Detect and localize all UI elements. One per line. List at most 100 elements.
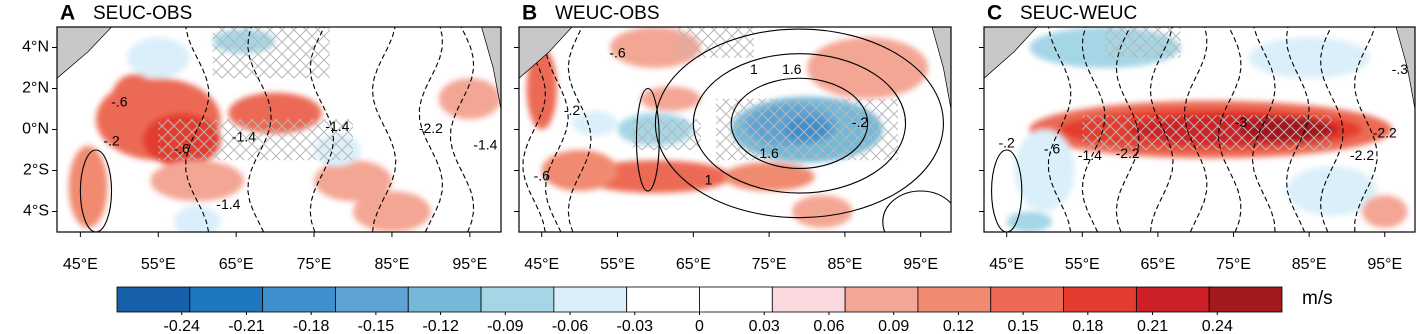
y-tick-label: 4°N bbox=[22, 39, 49, 56]
panel-title: WEUC-OBS bbox=[555, 3, 660, 24]
shade bbox=[791, 195, 853, 228]
colorbar-tick-label: 0.09 bbox=[878, 318, 909, 334]
colorbar-box bbox=[771, 286, 846, 313]
x-tick-label: 85°E bbox=[1292, 256, 1327, 273]
x-tick-label: 55°E bbox=[1065, 256, 1100, 273]
field bbox=[984, 27, 1415, 232]
contour-label: -.6 bbox=[609, 44, 626, 60]
x-tick-label: 45°E bbox=[524, 256, 559, 273]
shade bbox=[353, 191, 431, 232]
map-panel: -.6 -.2 1 1.6 1.6 1 -.6 -.2 B WEUC-OBS 45°E 55°E 65°… bbox=[514, 2, 952, 273]
contour-dashed bbox=[185, 27, 210, 232]
colorbar-tick-label: -0.18 bbox=[293, 318, 330, 334]
contour-solid bbox=[692, 53, 907, 194]
colorbar-tick-label: 0.03 bbox=[749, 318, 780, 334]
y-tick-label: 2°S bbox=[23, 162, 49, 179]
contour-label: 1 bbox=[705, 171, 713, 187]
shade bbox=[438, 78, 501, 120]
significance-hatch bbox=[212, 27, 330, 79]
colorbar-box bbox=[917, 286, 992, 313]
panel-label: A bbox=[60, 2, 75, 25]
colorbar-box bbox=[262, 286, 336, 313]
contour-label: -.6 bbox=[534, 167, 551, 183]
contour-dashed bbox=[1320, 27, 1344, 232]
field bbox=[57, 27, 501, 232]
contour-label: -1.4 bbox=[473, 137, 497, 153]
colorbar-box bbox=[189, 286, 264, 313]
contour-dashed bbox=[309, 27, 335, 232]
contour-label: -.2 bbox=[999, 135, 1016, 151]
colorbar-tick-label: 0 bbox=[695, 318, 704, 334]
contour-label: -.2 bbox=[564, 102, 581, 118]
colorbar-box bbox=[990, 286, 1064, 313]
land bbox=[57, 27, 113, 79]
y-tick-label: 4°S bbox=[23, 203, 49, 220]
x-tick-label: 45°E bbox=[63, 256, 98, 273]
contour-label: -3 bbox=[1235, 114, 1248, 130]
colorbar-box bbox=[1208, 286, 1283, 313]
colorbar-tick-label: -0.03 bbox=[617, 318, 654, 334]
contour-label: -.6 bbox=[173, 141, 190, 157]
x-tick-label: 65°E bbox=[219, 256, 254, 273]
shade bbox=[150, 160, 244, 202]
panel-title: SEUC-OBS bbox=[93, 3, 192, 24]
contour-label: 1.6 bbox=[782, 61, 802, 77]
significance-hatch bbox=[158, 119, 353, 161]
contour-solid bbox=[991, 149, 1023, 232]
contour-dashed bbox=[1218, 27, 1242, 232]
contour-label: 1 bbox=[750, 61, 758, 77]
contour-label: -1.4 bbox=[1078, 147, 1102, 163]
shade bbox=[723, 162, 815, 191]
land bbox=[984, 27, 1038, 79]
colorbar-box bbox=[1063, 286, 1137, 313]
x-tick-label: 75°E bbox=[1216, 256, 1251, 273]
contour-solid bbox=[654, 28, 944, 219]
x-tick-label: 55°E bbox=[141, 256, 176, 273]
colorbar-tick-label: -0.12 bbox=[422, 318, 459, 334]
field bbox=[519, 27, 951, 232]
shade bbox=[1248, 37, 1370, 79]
colorbar-box bbox=[626, 286, 700, 313]
contour-dashed bbox=[1047, 27, 1072, 232]
shade bbox=[127, 37, 190, 79]
shade bbox=[1362, 195, 1408, 228]
contour-label: -.6 bbox=[1044, 141, 1061, 157]
land bbox=[519, 27, 573, 79]
contour-label: -2.2 bbox=[1116, 145, 1140, 161]
shade bbox=[68, 145, 108, 228]
x-tick-label: 65°E bbox=[1140, 256, 1175, 273]
colorbar-unit: m/s bbox=[1302, 288, 1333, 309]
contour-label: -2.2 bbox=[419, 120, 443, 136]
panel-label: C bbox=[987, 2, 1002, 25]
contour-label: -2.2 bbox=[1350, 147, 1374, 163]
shade bbox=[640, 86, 701, 112]
significance-hatch bbox=[716, 98, 898, 161]
contour-solid bbox=[730, 77, 869, 169]
x-tick-label: 45°E bbox=[989, 256, 1024, 273]
shade bbox=[526, 47, 557, 130]
colorbar-tick-label: -0.06 bbox=[552, 318, 589, 334]
colorbar-box bbox=[335, 286, 409, 313]
x-tick-label: 65°E bbox=[676, 256, 711, 273]
shade bbox=[314, 160, 392, 202]
colorbar-box bbox=[844, 286, 919, 313]
land bbox=[931, 27, 951, 110]
colorbar-box bbox=[116, 286, 191, 313]
contour-dashed bbox=[1251, 27, 1276, 232]
colorbar-tick-label: 0.24 bbox=[1202, 318, 1233, 334]
colorbar-tick-label: -0.24 bbox=[163, 318, 200, 334]
colorbar-box bbox=[553, 286, 628, 313]
colorbar-tick-label: 0.12 bbox=[943, 318, 974, 334]
contour-label: -1.4 bbox=[325, 118, 349, 134]
colorbar-tick-label: 0.15 bbox=[1008, 318, 1039, 334]
shade bbox=[173, 205, 221, 232]
map-panel: -.3 -2.2 -.2 -.6 -1.4 -2.2 -3 -2.2 C SEUC-WEUC 45°… bbox=[979, 2, 1416, 273]
colorbar-tick-label: 0.18 bbox=[1072, 318, 1103, 334]
shade bbox=[1014, 129, 1075, 212]
colorbar-box bbox=[699, 286, 773, 313]
significance-hatch bbox=[1082, 115, 1332, 150]
contour-label: -1.4 bbox=[232, 128, 256, 144]
contour-dashed bbox=[1149, 27, 1174, 232]
x-tick-label: 85°E bbox=[827, 256, 862, 273]
